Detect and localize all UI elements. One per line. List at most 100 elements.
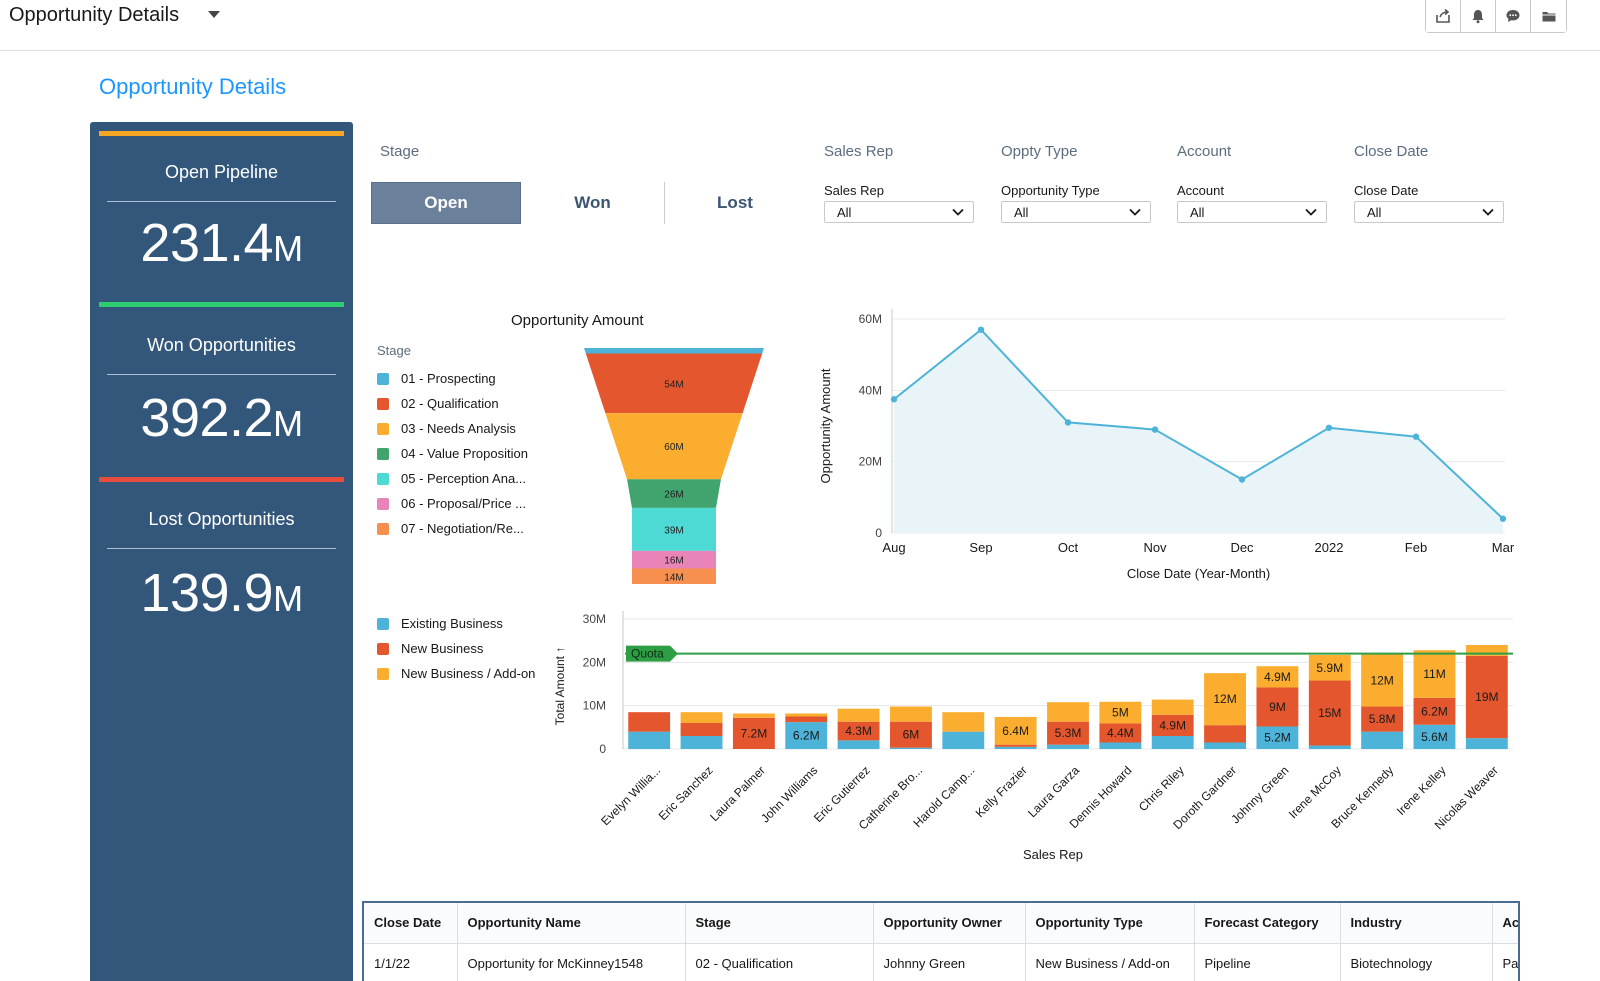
funnel-chart: 54M 60M 26M 39M 16M 14M — [584, 348, 764, 584]
bar-segment — [1413, 724, 1456, 749]
y-axis-title: Opportunity Amount — [818, 368, 833, 483]
bar-value-label: 4.9M — [1264, 670, 1291, 684]
bar-value-label: 7.2M — [741, 726, 768, 740]
dropdown-caption: Account — [1177, 183, 1224, 198]
kpi-open-unit: M — [273, 228, 303, 269]
data-point — [1499, 515, 1507, 522]
stacked-bar-chart: 0 10M 20M 30M Total Amount ↑ Evelyn Willia...… — [553, 611, 1513, 862]
bar-segment — [1361, 731, 1404, 749]
column-header[interactable]: Account — [1492, 903, 1518, 944]
legend-swatch — [377, 617, 389, 630]
bar-segment — [837, 740, 880, 749]
legend-item[interactable]: 03 - Needs Analysis — [377, 421, 516, 436]
account-dropdown: Account All — [1177, 183, 1327, 223]
table-row[interactable]: 1/1/22 Opportunity for McKinney1548 02 -… — [364, 943, 1518, 981]
y-tick-label: 10M — [583, 699, 606, 713]
bar-value-label: 5.2M — [1264, 731, 1291, 745]
bar-segment — [1099, 742, 1142, 749]
folder-icon[interactable] — [1531, 0, 1566, 32]
kpi-lost-label: Lost Opportunities — [148, 509, 295, 529]
kpi-won-stripe — [99, 302, 344, 307]
share-icon[interactable] — [1426, 0, 1461, 32]
bar-segment — [1308, 680, 1351, 746]
sales-rep-filter-label: Sales Rep — [824, 143, 894, 160]
legend-item[interactable]: 05 - Perception Ana... — [377, 471, 526, 486]
table-header-row: Close Date Opportunity Name Stage Opport… — [364, 903, 1518, 944]
legend-label: 01 - Prospecting — [401, 371, 496, 386]
kpi-lost-value: 139.9M — [90, 562, 353, 624]
close-date-select[interactable]: All — [1354, 201, 1504, 223]
dropdown-value: All — [837, 205, 852, 220]
account-select[interactable]: All — [1177, 201, 1327, 223]
bar-segment — [890, 706, 932, 722]
dropdown-value: All — [1190, 205, 1205, 220]
bar-segment — [1465, 655, 1508, 739]
sales-rep-select[interactable]: All — [824, 201, 974, 223]
bar-segment — [680, 712, 723, 723]
bar-value-label: 12M — [1370, 674, 1393, 688]
stage-toggle-won[interactable]: Won — [574, 193, 611, 212]
bar-segment — [994, 716, 1037, 745]
column-header[interactable]: Stage — [685, 903, 874, 944]
bar-value-label: 5.6M — [1421, 730, 1448, 744]
x-axis-title: Close Date (Year-Month) — [1127, 566, 1270, 581]
column-header[interactable]: Close Date — [364, 903, 458, 944]
bar-segment — [1047, 744, 1089, 749]
column-header[interactable]: Opportunity Type — [1025, 903, 1195, 944]
kpi-lost-number: 139.9 — [140, 563, 274, 623]
bar-segment — [1361, 654, 1404, 707]
x-tick-label: Chris Riley — [1136, 763, 1187, 814]
kpi-won-label: Won Opportunities — [147, 335, 296, 355]
chevron-down-icon[interactable] — [203, 4, 225, 26]
legend-label: 05 - Perception Ana... — [401, 471, 527, 486]
column-header[interactable]: Opportunity Owner — [873, 903, 1026, 944]
quota-label: Quota — [631, 647, 664, 661]
stage-toggle-lost[interactable]: Lost — [717, 193, 753, 212]
funnel-chart-title: Opportunity Amount — [511, 312, 644, 329]
segment-divider — [664, 182, 665, 224]
bell-icon[interactable] — [1461, 0, 1496, 32]
bar-segment — [732, 717, 775, 749]
bar-segment — [1047, 702, 1089, 722]
opportunity-table: Close Date Opportunity Name Stage Opport… — [362, 901, 1520, 981]
column-header[interactable]: Opportunity Name — [457, 903, 686, 944]
legend-item[interactable]: 07 - Negotiation/Re... — [377, 521, 524, 536]
legend-item[interactable]: New Business / Add-on — [377, 666, 535, 681]
dropdown-caption: Close Date — [1354, 183, 1419, 198]
legend-item[interactable]: New Business — [377, 641, 483, 656]
legend-swatch — [377, 667, 389, 680]
data-point — [1325, 424, 1333, 431]
bar-value-label: 4.4M — [1107, 726, 1134, 740]
kpi-panel: Open Pipeline 231.4M Won Opportunities 3… — [90, 122, 353, 981]
stage-filter-label: Stage — [380, 143, 420, 160]
app-header: Opportunity Details — [0, 0, 1600, 51]
stage-toggle-open[interactable]: Open — [371, 182, 521, 224]
legend-item[interactable]: 06 - Proposal/Price ... — [377, 496, 526, 511]
kpi-won-number: 392.2 — [140, 388, 274, 448]
legend-item[interactable]: 02 - Qualification — [377, 396, 499, 411]
header-toolbar — [1425, 0, 1567, 33]
chat-icon[interactable] — [1496, 0, 1531, 32]
area-fill — [894, 329, 1503, 533]
kpi-lost-stripe — [99, 477, 344, 482]
column-header[interactable]: Industry — [1340, 903, 1493, 944]
legend-swatch — [377, 447, 389, 460]
kpi-divider — [107, 374, 336, 375]
legend-item[interactable]: 01 - Prospecting — [377, 371, 496, 386]
x-tick-label: Irene Kelley — [1394, 763, 1449, 818]
x-tick-label: 2022 — [1315, 540, 1344, 555]
x-axis-title: Sales Rep — [1023, 847, 1083, 862]
bar-value-label: 6.2M — [793, 729, 820, 743]
column-header[interactable]: Forecast Category — [1194, 903, 1341, 944]
chevron-down-icon — [952, 208, 964, 216]
legend-swatch — [377, 642, 389, 655]
oppty-type-select[interactable]: All — [1001, 201, 1151, 223]
bar-value-label: 6M — [903, 728, 920, 742]
legend-item[interactable]: 04 - Value Proposition — [377, 446, 528, 461]
oppty-type-filter-label: Oppty Type — [1001, 143, 1078, 160]
bar-segment — [890, 721, 932, 748]
bar-value-label: 9M — [1269, 700, 1286, 714]
kpi-open-number: 231.4 — [140, 213, 274, 273]
bar-value-label: 4.3M — [845, 724, 872, 738]
legend-item[interactable]: Existing Business — [377, 616, 503, 631]
